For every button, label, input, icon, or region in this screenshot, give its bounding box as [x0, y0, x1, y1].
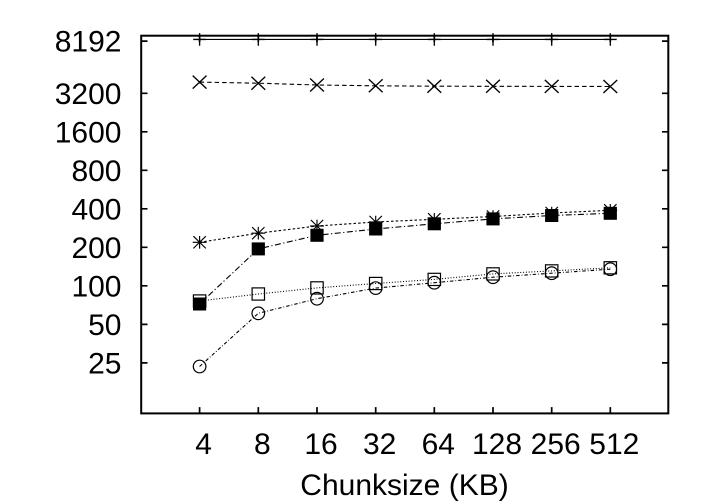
svg-text:400: 400 — [71, 193, 121, 226]
svg-text:64: 64 — [422, 428, 455, 461]
svg-text:3200: 3200 — [55, 78, 122, 111]
svg-text:100: 100 — [71, 270, 121, 303]
svg-text:16: 16 — [304, 428, 337, 461]
svg-text:128: 128 — [472, 428, 522, 461]
svg-text:50: 50 — [88, 309, 121, 342]
svg-text:800: 800 — [71, 155, 121, 188]
svg-text:32: 32 — [363, 428, 396, 461]
svg-text:4: 4 — [195, 428, 212, 461]
svg-text:8: 8 — [254, 428, 271, 461]
svg-text:25: 25 — [88, 347, 121, 380]
svg-text:Chunksize (KB): Chunksize (KB) — [300, 469, 508, 502]
svg-text:8192: 8192 — [55, 26, 122, 59]
svg-text:512: 512 — [589, 428, 639, 461]
svg-text:1600: 1600 — [55, 116, 122, 149]
svg-text:200: 200 — [71, 232, 121, 265]
svg-text:256: 256 — [531, 428, 581, 461]
